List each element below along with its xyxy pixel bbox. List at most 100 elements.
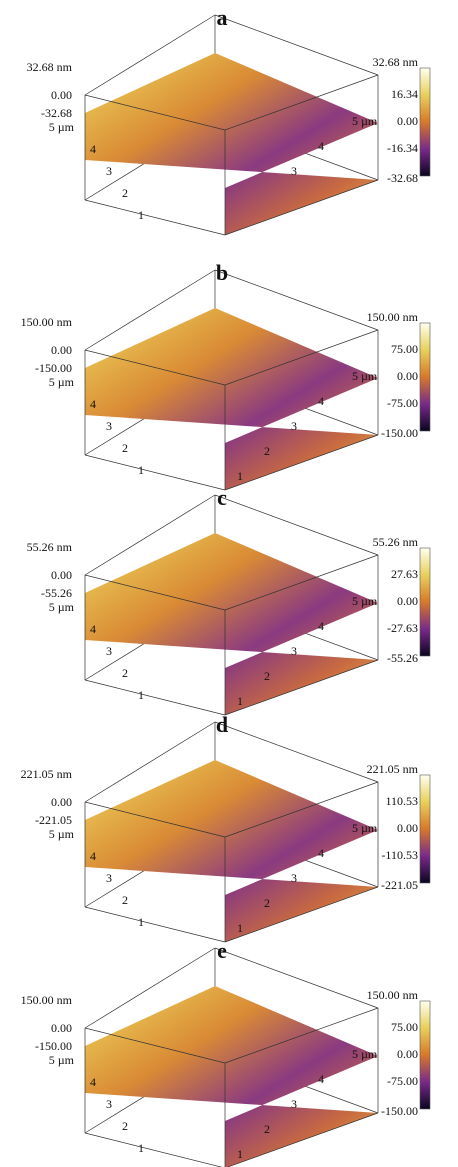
colorbar-label: 150.00 nm <box>367 988 419 1002</box>
x-axis-label: 5 µm <box>352 594 378 608</box>
y-axis-label: 2 <box>122 441 128 455</box>
colorbar-label: 27.63 <box>391 567 418 581</box>
colorbar-label: 150.00 nm <box>367 310 419 324</box>
colorbar-label: -55.26 <box>387 651 418 665</box>
y-axis-label: 4 <box>90 142 96 156</box>
z-axis-label: 0.00 <box>51 795 72 809</box>
colorbar <box>419 322 431 432</box>
box-edge <box>214 947 379 1009</box>
box-edge <box>84 494 216 576</box>
box-edge <box>84 14 216 96</box>
colorbar-label: -32.68 <box>387 171 418 185</box>
colorbar-label: -75.00 <box>387 396 418 410</box>
x-axis-label: 5 µm <box>352 1047 378 1061</box>
colorbar-label: 0.00 <box>397 594 418 608</box>
x-axis-label: 3 <box>291 644 297 658</box>
z-axis-label: 32.68 nm <box>27 60 73 74</box>
y-axis-label: 5 µm <box>49 1053 75 1067</box>
x-axis-label: 3 <box>291 1097 297 1111</box>
x-axis-label: 2 <box>264 896 270 910</box>
box-edge <box>84 1027 226 1064</box>
z-axis-label: 0.00 <box>51 1021 72 1035</box>
box-edge <box>224 886 379 943</box>
y-axis-label: 2 <box>122 1119 128 1133</box>
surface <box>85 533 378 715</box>
y-axis-label: 1 <box>138 915 144 929</box>
y-axis-label: 2 <box>122 666 128 680</box>
colorbar-label: -110.53 <box>381 848 418 862</box>
panel-label: d <box>216 712 228 737</box>
colorbar-label: 110.53 <box>385 794 418 808</box>
z-axis-label: -150.00 <box>35 361 72 375</box>
x-axis-label: 2 <box>264 669 270 683</box>
surface <box>85 308 378 490</box>
panel-label: c <box>217 485 227 510</box>
colorbar <box>419 1000 431 1110</box>
x-axis-label: 1 <box>237 469 243 483</box>
y-axis-label: 3 <box>106 871 112 885</box>
surface <box>85 986 378 1167</box>
x-axis-label: 1 <box>237 1147 243 1161</box>
box-edge <box>84 721 216 803</box>
x-axis-label: 4 <box>318 394 324 408</box>
y-axis-label: 1 <box>138 1141 144 1155</box>
box-edge <box>214 721 379 783</box>
colorbar-label: 75.00 <box>391 1020 418 1034</box>
x-axis-label: 3 <box>291 164 297 178</box>
z-axis-label: -221.05 <box>35 813 72 827</box>
y-axis-label: 5 µm <box>49 600 75 614</box>
box-edge <box>224 434 379 491</box>
x-axis-label: 5 µm <box>352 369 378 383</box>
z-axis-label: 150.00 nm <box>21 315 73 329</box>
colorbar <box>419 774 431 884</box>
surface <box>85 760 378 942</box>
y-axis-label: 1 <box>138 463 144 477</box>
z-axis-label: 0.00 <box>51 568 72 582</box>
colorbar-label: 16.34 <box>391 87 418 101</box>
box-edge <box>226 1112 379 1167</box>
box-edge <box>84 679 226 716</box>
x-axis-label: 3 <box>291 871 297 885</box>
x-axis-label: 1 <box>237 694 243 708</box>
colorbar <box>419 67 431 177</box>
y-axis-label: 5 µm <box>49 827 75 841</box>
colorbar-label: 0.00 <box>397 369 418 383</box>
z-axis-label: 0.00 <box>51 343 72 357</box>
y-axis-label: 3 <box>106 1097 112 1111</box>
box-edge <box>214 494 379 556</box>
box-edge <box>84 906 226 943</box>
x-axis-label: 4 <box>318 1072 324 1086</box>
y-axis-label: 1 <box>138 688 144 702</box>
x-axis-label: 4 <box>318 846 324 860</box>
colorbar-label: 32.68 nm <box>373 55 419 69</box>
colorbar-label: -27.63 <box>387 621 418 635</box>
z-axis-label: -55.26 <box>41 586 72 600</box>
y-axis-label: 4 <box>90 622 96 636</box>
z-axis-label: 55.26 nm <box>27 540 73 554</box>
colorbar-label: 75.00 <box>391 342 418 356</box>
colorbar-label: 55.26 nm <box>373 535 419 549</box>
box-edge <box>84 349 226 386</box>
box-edge <box>224 1007 379 1064</box>
box-edge <box>84 269 216 351</box>
y-axis-label: 3 <box>106 644 112 658</box>
box-edge <box>224 554 379 611</box>
colorbar <box>419 547 431 657</box>
colorbar-label: 0.00 <box>397 821 418 835</box>
y-axis-label: 5 µm <box>49 375 75 389</box>
box-edge <box>84 574 226 611</box>
colorbar-label: -221.05 <box>381 878 418 892</box>
y-axis-label: 3 <box>106 419 112 433</box>
x-axis-label: 5 µm <box>352 821 378 835</box>
panel-label: e <box>217 938 227 963</box>
box-edge <box>84 199 226 236</box>
y-axis-label: 3 <box>106 164 112 178</box>
box-edge <box>214 14 379 76</box>
z-axis-label: 150.00 nm <box>21 993 73 1007</box>
box-edge <box>224 74 379 131</box>
z-axis-label: 0.00 <box>51 88 72 102</box>
surface <box>85 53 378 235</box>
x-axis-label: 5 µm <box>352 114 378 128</box>
box-edge <box>214 269 379 331</box>
